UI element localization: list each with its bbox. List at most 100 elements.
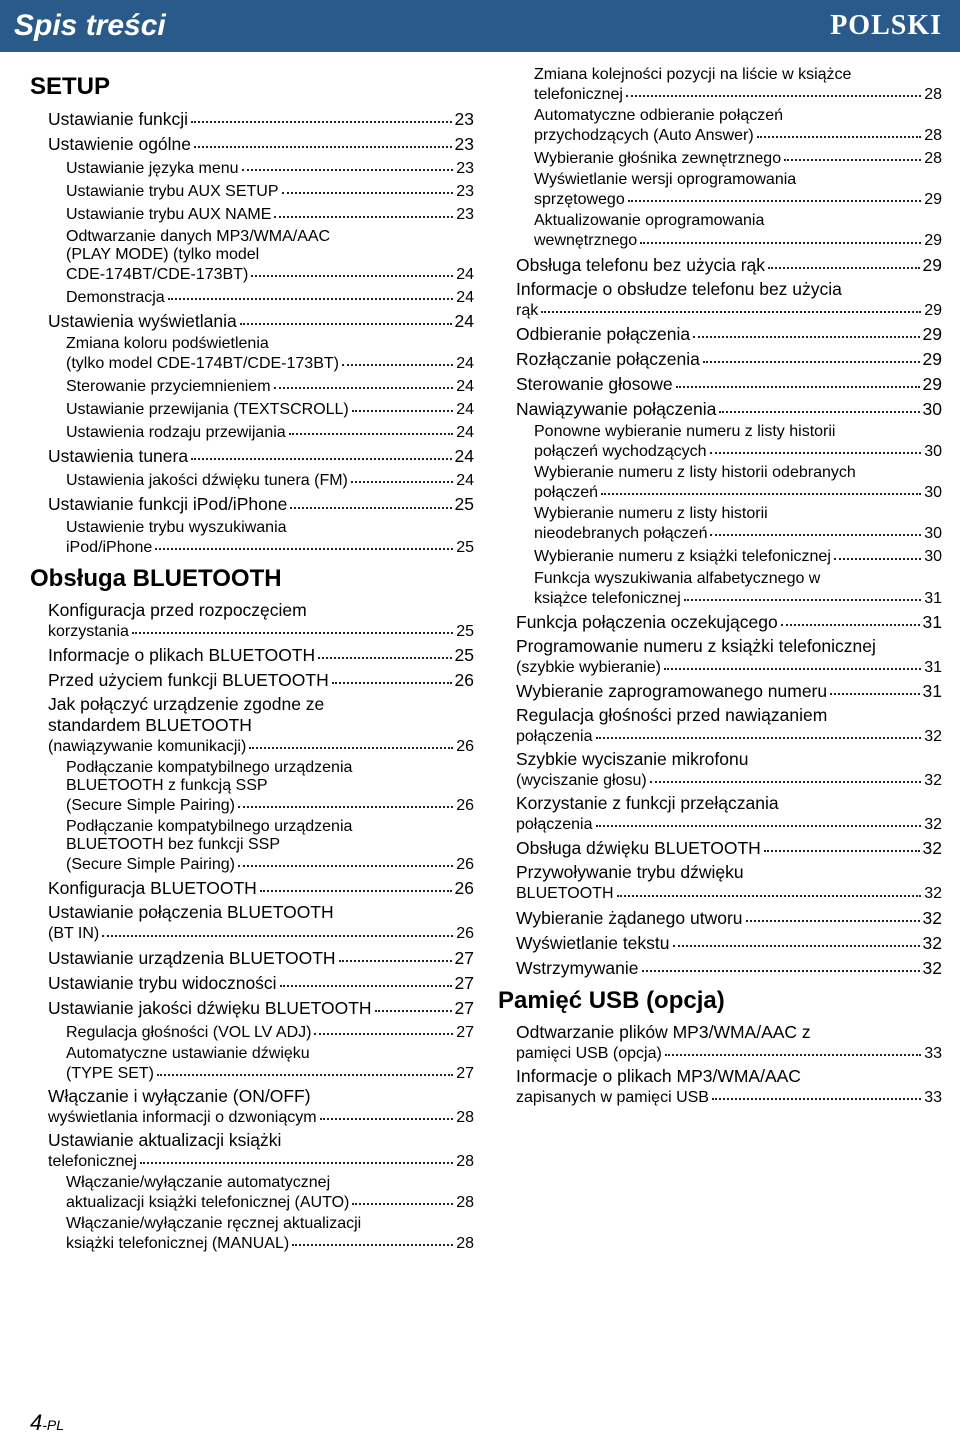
toc-leader bbox=[626, 95, 921, 97]
toc-entry-label: nieodebranych połączeń bbox=[534, 523, 707, 544]
toc-entry: Włączanie i wyłączanie (ON/OFF)wyświetla… bbox=[30, 1086, 474, 1128]
toc-leader bbox=[191, 458, 451, 460]
toc-entry-label: Ustawianie trybu AUX SETUP bbox=[66, 181, 279, 202]
toc-entry: Podłączanie kompatybilnego urządzeniaBLU… bbox=[30, 759, 474, 816]
toc-entry-page: 24 bbox=[456, 264, 474, 285]
page-number-value: 4 bbox=[30, 1410, 42, 1435]
toc-entry-label: Automatyczne ustawianie dźwięku bbox=[66, 1045, 474, 1063]
toc-entry-page: 23 bbox=[456, 158, 474, 179]
toc-leader bbox=[155, 548, 453, 550]
toc-entry-page: 29 bbox=[923, 348, 942, 371]
toc-entry-label: połączeń wychodzących bbox=[534, 441, 707, 462]
toc-leader bbox=[290, 507, 451, 509]
toc-entry-page: 28 bbox=[456, 1192, 474, 1213]
toc-entry-page: 26 bbox=[456, 795, 474, 816]
toc-entry-page: 33 bbox=[924, 1087, 942, 1108]
toc-section-title: Obsługa BLUETOOTH bbox=[30, 564, 474, 594]
toc-entry: Ustawianie trybu AUX SETUP23 bbox=[30, 181, 474, 202]
toc-entry-label: Regulacja głośności przed nawiązaniem bbox=[516, 705, 942, 726]
toc-entry-page: 30 bbox=[924, 546, 942, 567]
toc-entry-page: 30 bbox=[923, 398, 942, 421]
toc-entry-label: Programowanie numeru z książki telefonic… bbox=[516, 636, 942, 657]
toc-leader bbox=[314, 1033, 453, 1035]
toc-leader bbox=[375, 1010, 452, 1012]
toc-leader bbox=[240, 323, 452, 325]
toc-leader bbox=[684, 599, 921, 601]
toc-entry: Demonstracja24 bbox=[30, 287, 474, 308]
toc-entry-page: 28 bbox=[924, 148, 942, 169]
toc-entry-label: Zmiana kolejności pozycji na liście w ks… bbox=[534, 66, 942, 84]
toc-entry-label: Podłączanie kompatybilnego urządzenia bbox=[66, 759, 474, 777]
toc-entry-page: 32 bbox=[924, 770, 942, 791]
toc-leader bbox=[280, 985, 452, 987]
toc-entry-label: Demonstracja bbox=[66, 287, 165, 308]
toc-leader bbox=[260, 890, 452, 892]
toc-entry-page: 25 bbox=[455, 644, 474, 667]
toc-entry-label: Informacje o plikach MP3/WMA/AAC bbox=[516, 1066, 942, 1087]
toc-entry-page: 24 bbox=[455, 310, 474, 333]
toc-entry-label: (tylko model CDE-174BT/CDE-173BT) bbox=[66, 353, 339, 374]
toc-entry: Rozłączanie połączenia29 bbox=[498, 348, 942, 371]
toc-entry: Ustawienia rodzaju przewijania24 bbox=[30, 422, 474, 443]
toc-entry: Ustawienia jakości dźwięku tunera (FM)24 bbox=[30, 470, 474, 491]
toc-entry-label: Informacje o obsłudze telefonu bez użyci… bbox=[516, 279, 942, 300]
toc-entry-label: sprzętowego bbox=[534, 189, 625, 210]
toc-leader bbox=[289, 433, 454, 435]
toc-leader bbox=[784, 159, 921, 161]
toc-entry-label: wewnętrznego bbox=[534, 230, 637, 251]
toc-leader bbox=[194, 146, 452, 148]
toc-entry-page: 29 bbox=[924, 189, 942, 210]
toc-leader bbox=[673, 945, 920, 947]
toc-entry-page: 24 bbox=[456, 470, 474, 491]
toc-entry-page: 30 bbox=[924, 482, 942, 503]
toc-entry-page: 26 bbox=[456, 923, 474, 944]
toc-entry-label: Konfiguracja BLUETOOTH bbox=[48, 877, 257, 900]
toc-entry: Ustawianie aktualizacji książkitelefonic… bbox=[30, 1130, 474, 1172]
toc-leader bbox=[140, 1162, 453, 1164]
toc-leader bbox=[191, 121, 451, 123]
toc-entry-label: Ponowne wybieranie numeru z listy histor… bbox=[534, 423, 942, 441]
toc-leader bbox=[710, 534, 921, 536]
toc-entry-page: 29 bbox=[924, 230, 942, 251]
toc-leader bbox=[318, 657, 451, 659]
toc-entry-page: 32 bbox=[924, 726, 942, 747]
toc-entry: Informacje o plikach BLUETOOTH 25 bbox=[30, 644, 474, 667]
toc-entry-label: Odtwarzanie plików MP3/WMA/AAC z bbox=[516, 1022, 942, 1043]
toc-entry-label: wyświetlania informacji o dzwoniącym bbox=[48, 1107, 317, 1128]
toc-entry-label: Obsługa dźwięku BLUETOOTH bbox=[516, 837, 761, 860]
toc-leader bbox=[242, 169, 454, 171]
toc-entry: Wybieranie zaprogramowanego numeru31 bbox=[498, 680, 942, 703]
toc-entry-label: Wybieranie numeru z listy historii odebr… bbox=[534, 464, 942, 482]
toc-entry-label: standardem BLUETOOTH bbox=[48, 715, 474, 736]
toc-entry-label: CDE-174BT/CDE-173BT) bbox=[66, 264, 248, 285]
toc-entry-label: połączenia bbox=[516, 814, 593, 835]
toc-leader bbox=[352, 410, 453, 412]
toc-entry: Ponowne wybieranie numeru z listy histor… bbox=[498, 423, 942, 462]
toc-entry-label: Informacje o plikach BLUETOOTH bbox=[48, 644, 315, 667]
toc-entry: Wybieranie żądanego utworu32 bbox=[498, 907, 942, 930]
toc-entry: Włączanie/wyłączanie ręcznej aktualizacj… bbox=[30, 1215, 474, 1254]
toc-entry-label: Ustawienia rodzaju przewijania bbox=[66, 422, 286, 443]
toc-entry-label: (nawiązywanie komunikacji) bbox=[48, 736, 246, 757]
toc-entry: Ustawianie jakości dźwięku BLUETOOTH27 bbox=[30, 997, 474, 1020]
toc-section-title: SETUP bbox=[30, 72, 474, 102]
toc-entry-page: 29 bbox=[923, 254, 942, 277]
toc-entry-page: 32 bbox=[923, 932, 942, 955]
toc-entry-label: Wybieranie numeru z książki telefoniczne… bbox=[534, 546, 831, 567]
toc-entry-page: 25 bbox=[456, 537, 474, 558]
toc-entry-page: 27 bbox=[456, 1022, 474, 1043]
toc-entry-label: telefonicznej bbox=[534, 84, 623, 105]
toc-entry: Ustawienie trybu wyszukiwaniaiPod/iPhone… bbox=[30, 519, 474, 558]
toc-entry: Aktualizowanie oprogramowaniawewnętrzneg… bbox=[498, 212, 942, 251]
toc-entry: Ustawianie języka menu23 bbox=[30, 158, 474, 179]
toc-entry-page: 28 bbox=[924, 125, 942, 146]
toc-entry-label: Przywoływanie trybu dźwięku bbox=[516, 862, 942, 883]
toc-entry-label: Ustawianie trybu widoczności bbox=[48, 972, 277, 995]
toc-entry: Sterowanie przyciemnieniem24 bbox=[30, 376, 474, 397]
toc-entry: Wstrzymywanie32 bbox=[498, 957, 942, 980]
toc-leader bbox=[332, 682, 452, 684]
toc-entry-label: Wyświetlanie tekstu bbox=[516, 932, 670, 955]
toc-entry-page: 31 bbox=[924, 588, 942, 609]
toc-entry: Automatyczne odbieranie połączeńprzychod… bbox=[498, 107, 942, 146]
toc-entry-page: 31 bbox=[923, 680, 942, 703]
